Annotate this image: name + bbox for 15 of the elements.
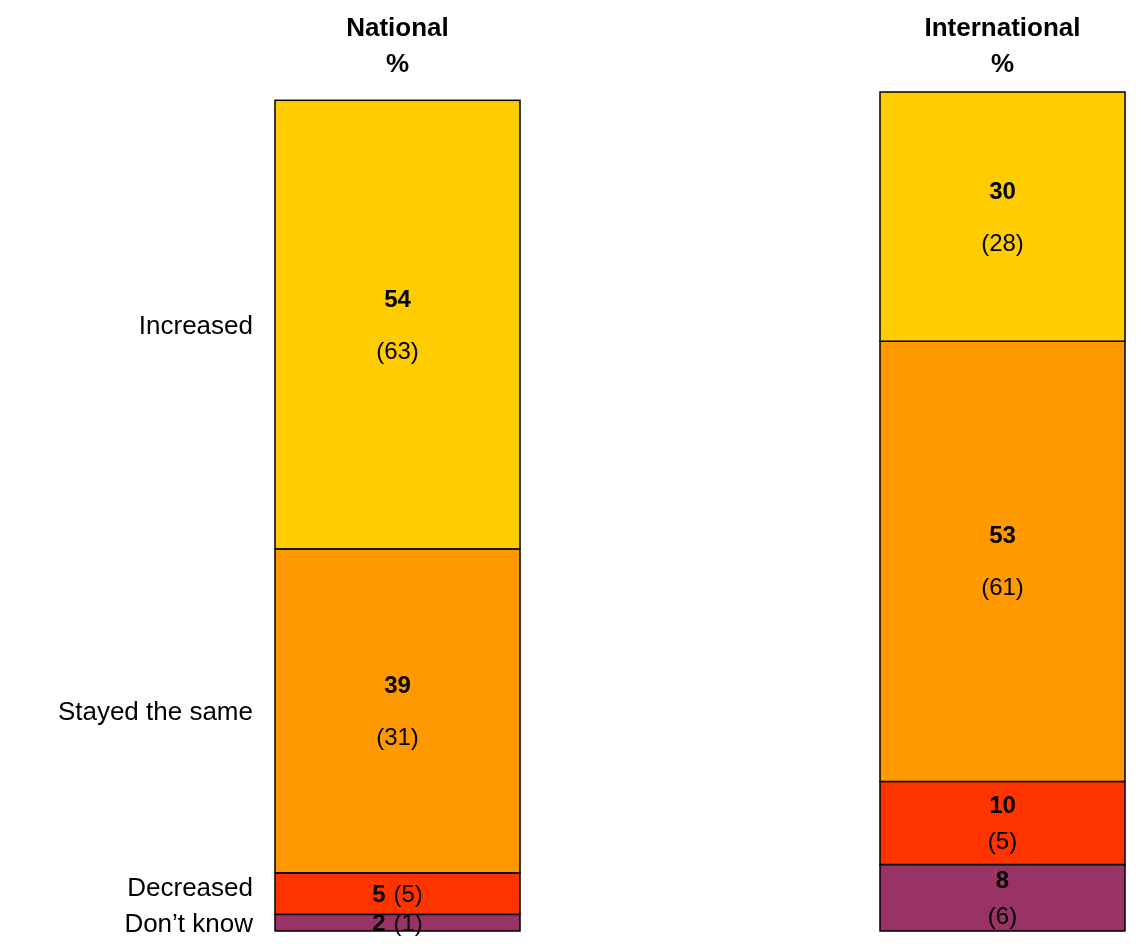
series-label: Increased xyxy=(138,309,253,340)
x-tick-label: National xyxy=(346,12,449,42)
series-label: Stayed the same xyxy=(57,695,253,726)
data-label: 30 (28) xyxy=(981,176,1024,256)
text: % xyxy=(990,48,1015,78)
data-label: 5 (5) xyxy=(372,879,423,907)
x-tick-label: International xyxy=(924,12,1081,42)
data-label: 53 (61) xyxy=(981,521,1024,601)
series-label: Decreased xyxy=(127,871,253,902)
data-label: 39 (31) xyxy=(376,670,419,750)
y-axis-title: % xyxy=(385,48,410,78)
data-label: 10 (5) xyxy=(987,791,1018,855)
series-label: Don’t know xyxy=(124,907,254,938)
data-label: 54 (63) xyxy=(376,284,419,364)
data-label: 8 (6) xyxy=(987,865,1018,929)
